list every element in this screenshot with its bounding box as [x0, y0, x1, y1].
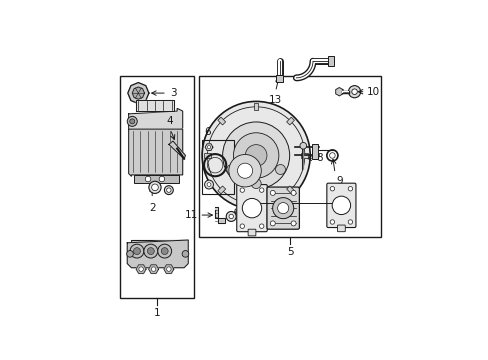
- Bar: [202, 140, 233, 194]
- Circle shape: [204, 180, 213, 189]
- Polygon shape: [168, 141, 185, 159]
- Circle shape: [127, 116, 137, 126]
- Text: 4: 4: [166, 116, 173, 126]
- Bar: [286, 186, 294, 194]
- Circle shape: [251, 179, 261, 189]
- Bar: [217, 117, 225, 125]
- Circle shape: [222, 122, 289, 189]
- Polygon shape: [335, 87, 342, 96]
- Bar: [131, 240, 183, 262]
- Circle shape: [347, 186, 352, 191]
- Bar: [311, 144, 317, 159]
- Bar: [217, 186, 225, 194]
- Text: 1: 1: [153, 308, 160, 318]
- Circle shape: [329, 186, 334, 191]
- Circle shape: [329, 220, 334, 224]
- Circle shape: [331, 196, 350, 215]
- FancyBboxPatch shape: [247, 229, 255, 236]
- Circle shape: [148, 181, 161, 193]
- Circle shape: [147, 248, 154, 255]
- Bar: [276, 75, 283, 82]
- Circle shape: [126, 251, 133, 257]
- Circle shape: [161, 248, 168, 255]
- Circle shape: [226, 165, 236, 175]
- Circle shape: [228, 214, 233, 219]
- Circle shape: [259, 224, 264, 228]
- Circle shape: [151, 267, 156, 271]
- Bar: [120, 76, 193, 298]
- Circle shape: [233, 133, 278, 178]
- Circle shape: [207, 145, 210, 149]
- Polygon shape: [214, 207, 224, 223]
- Circle shape: [133, 248, 140, 255]
- FancyBboxPatch shape: [266, 187, 299, 229]
- Circle shape: [242, 198, 261, 218]
- Polygon shape: [128, 129, 183, 176]
- Circle shape: [245, 145, 266, 166]
- Circle shape: [240, 224, 244, 228]
- Text: 9: 9: [336, 176, 343, 186]
- Polygon shape: [128, 108, 183, 132]
- Polygon shape: [127, 240, 188, 268]
- Circle shape: [166, 188, 171, 192]
- Text: 7: 7: [258, 179, 264, 189]
- Polygon shape: [136, 265, 146, 274]
- Text: 13: 13: [268, 95, 282, 105]
- Circle shape: [290, 190, 295, 195]
- Bar: [301, 153, 307, 158]
- Circle shape: [166, 267, 171, 271]
- Circle shape: [182, 251, 188, 257]
- Text: 2: 2: [148, 203, 155, 213]
- Circle shape: [130, 244, 143, 258]
- Polygon shape: [148, 265, 158, 274]
- Circle shape: [299, 143, 306, 149]
- Circle shape: [277, 203, 288, 214]
- Bar: [253, 103, 258, 110]
- Circle shape: [158, 244, 171, 258]
- Circle shape: [270, 190, 275, 195]
- Polygon shape: [205, 144, 212, 150]
- Polygon shape: [163, 265, 173, 274]
- Text: 6: 6: [204, 127, 210, 138]
- Circle shape: [272, 198, 293, 219]
- Bar: [286, 117, 294, 125]
- FancyBboxPatch shape: [236, 185, 267, 232]
- Circle shape: [129, 119, 135, 124]
- Bar: [199, 76, 380, 237]
- Circle shape: [226, 211, 236, 221]
- Bar: [253, 201, 258, 207]
- Polygon shape: [135, 100, 174, 111]
- Bar: [327, 56, 334, 66]
- Text: 3: 3: [169, 88, 176, 98]
- Polygon shape: [127, 82, 148, 104]
- Circle shape: [259, 188, 264, 192]
- Circle shape: [275, 165, 285, 175]
- Text: 10: 10: [366, 87, 379, 97]
- Circle shape: [351, 89, 357, 94]
- Circle shape: [151, 184, 158, 191]
- Text: 12: 12: [243, 193, 256, 203]
- Circle shape: [207, 183, 210, 186]
- Circle shape: [270, 221, 275, 226]
- Circle shape: [159, 176, 164, 182]
- Circle shape: [145, 176, 150, 182]
- Text: 8: 8: [315, 153, 322, 163]
- Circle shape: [348, 86, 360, 98]
- Circle shape: [240, 188, 244, 192]
- Polygon shape: [132, 87, 144, 99]
- Circle shape: [139, 267, 143, 271]
- Bar: [204, 153, 210, 158]
- Circle shape: [143, 244, 158, 258]
- Circle shape: [228, 154, 261, 187]
- Circle shape: [164, 186, 173, 194]
- Text: 5: 5: [286, 247, 293, 257]
- Bar: [134, 175, 178, 183]
- Circle shape: [290, 221, 295, 226]
- Circle shape: [237, 163, 252, 178]
- Circle shape: [347, 220, 352, 224]
- FancyBboxPatch shape: [326, 183, 355, 228]
- Circle shape: [202, 102, 309, 210]
- Text: 11: 11: [184, 210, 198, 220]
- FancyBboxPatch shape: [337, 225, 345, 232]
